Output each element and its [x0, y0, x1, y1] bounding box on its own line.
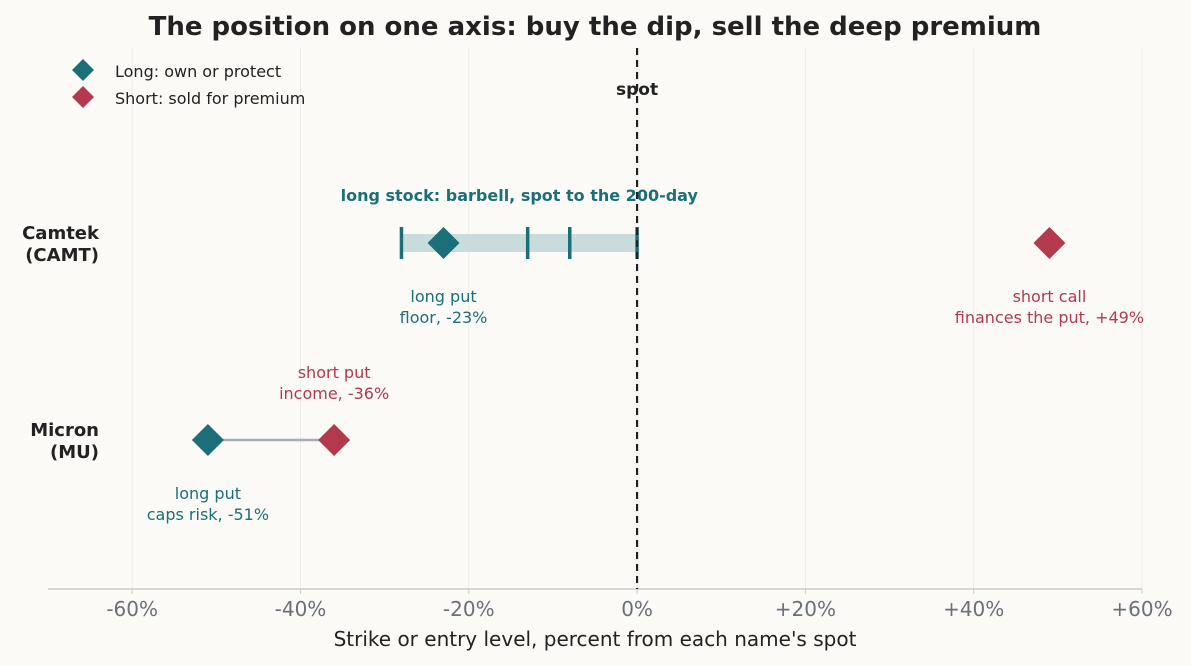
legend-marker	[72, 59, 94, 81]
band-label: long stock: barbell, spot to the 200-day	[341, 186, 699, 205]
legend: Long: own or protect Short: sold for prem…	[72, 59, 305, 108]
x-tick-label: +40%	[943, 597, 1004, 621]
point-label: short put	[298, 363, 371, 382]
row-label: Camtek	[22, 223, 100, 244]
point-label: long put	[175, 484, 241, 503]
point-label: finances the put, +49%	[955, 308, 1144, 327]
row: Micron(MU) long put caps risk, -51% short p…	[30, 363, 389, 524]
long-marker	[191, 424, 224, 456]
legend-marker	[72, 86, 94, 108]
row-label: (MU)	[50, 442, 99, 463]
row-label: Micron	[30, 420, 99, 441]
short-marker	[1033, 227, 1066, 259]
x-tick-label: -20%	[443, 597, 495, 621]
x-tick-label: -60%	[106, 597, 158, 621]
legend-label: Short: sold for premium	[115, 89, 305, 108]
spot-marker: spot	[616, 48, 658, 589]
point-label: long put	[410, 287, 476, 306]
legend-label: Long: own or protect	[115, 62, 281, 81]
spot-label: spot	[616, 80, 658, 100]
rows: Camtek(CAMT) long stock: barbell, spot to…	[22, 186, 1144, 524]
point-label: income, -36%	[279, 384, 389, 403]
chart-title: The position on one axis: buy the dip, s…	[149, 12, 1042, 42]
point-label: caps risk, -51%	[147, 505, 269, 524]
x-tick-label: -40%	[275, 597, 327, 621]
point-label: short call	[1013, 287, 1087, 306]
short-marker	[318, 424, 351, 456]
point-label: floor, -23%	[400, 308, 488, 327]
x-tick-label: +60%	[1111, 597, 1172, 621]
band	[401, 234, 638, 252]
x-tick-label: +20%	[775, 597, 836, 621]
row: Camtek(CAMT) long stock: barbell, spot to…	[22, 186, 1144, 327]
x-ticks: -60% -40% -20% 0% +20% +40% +60%	[106, 589, 1173, 621]
x-axis-label: Strike or entry level, percent from each…	[334, 627, 857, 651]
long-marker	[427, 227, 460, 259]
x-tick-label: 0%	[621, 597, 653, 621]
row-label: (CAMT)	[25, 245, 99, 266]
